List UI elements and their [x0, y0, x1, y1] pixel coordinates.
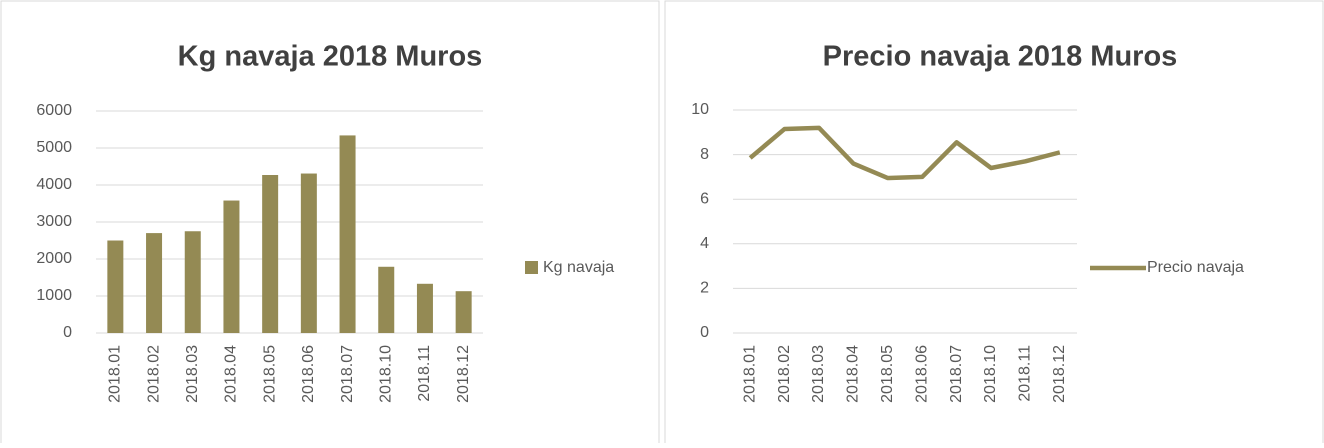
y-tick-label: 0 [63, 324, 72, 341]
y-tick-label: 1000 [36, 287, 72, 304]
bar [262, 175, 279, 333]
y-tick-label: 8 [700, 146, 709, 163]
bar [339, 135, 356, 333]
bar [184, 231, 201, 333]
y-tick-label: 10 [691, 101, 709, 118]
x-tick-label: 2018.01 [107, 345, 124, 403]
x-tick-label: 2018.10 [377, 345, 394, 403]
legend-label: Precio navaja [1147, 259, 1244, 276]
y-tick-label: 6 [700, 190, 709, 207]
bar [146, 233, 163, 333]
y-tick-label: 6000 [36, 102, 72, 119]
chart-title: Precio navaja 2018 Muros [823, 41, 1178, 73]
x-tick-label: 2018.12 [455, 345, 472, 403]
bar [416, 283, 433, 333]
bar [378, 266, 395, 333]
chart-frame [0, 0, 660, 448]
x-tick-label: 2018.12 [1051, 345, 1068, 403]
bar [223, 200, 240, 333]
x-tick-label: 2018.01 [741, 345, 758, 403]
bar [107, 240, 124, 333]
line [748, 125, 1061, 181]
y-tick-label: 0 [700, 324, 709, 341]
x-tick-label: 2018.10 [982, 345, 999, 403]
y-tick-label: 2 [700, 280, 709, 297]
x-tick-label: 2018.11 [1017, 345, 1034, 402]
x-tick-label: 2018.11 [416, 345, 433, 402]
legend-swatch [525, 261, 538, 274]
x-tick-label: 2018.07 [948, 345, 965, 403]
y-tick-label: 4 [700, 235, 709, 252]
x-tick-label: 2018.06 [300, 345, 317, 403]
y-tick-label: 3000 [36, 213, 72, 230]
bar [300, 173, 317, 333]
x-tick-label: 2018.02 [145, 345, 162, 403]
x-tick-label: 2018.05 [261, 345, 278, 403]
x-tick-label: 2018.04 [223, 345, 240, 403]
y-tick-label: 2000 [36, 250, 72, 267]
chart-frame [664, 0, 1324, 448]
x-tick-label: 2018.06 [913, 345, 930, 403]
x-tick-label: 2018.05 [879, 345, 896, 403]
legend-label: Kg navaja [543, 259, 614, 276]
x-tick-label: 2018.04 [845, 345, 862, 403]
x-tick-label: 2018.02 [776, 345, 793, 403]
chart-title: Kg navaja 2018 Muros [178, 41, 483, 73]
y-tick-label: 5000 [36, 139, 72, 156]
y-tick-label: 4000 [36, 176, 72, 193]
x-tick-label: 2018.07 [339, 345, 356, 403]
x-tick-label: 2018.03 [184, 345, 201, 403]
x-tick-label: 2018.03 [810, 345, 827, 403]
bar [455, 291, 472, 333]
